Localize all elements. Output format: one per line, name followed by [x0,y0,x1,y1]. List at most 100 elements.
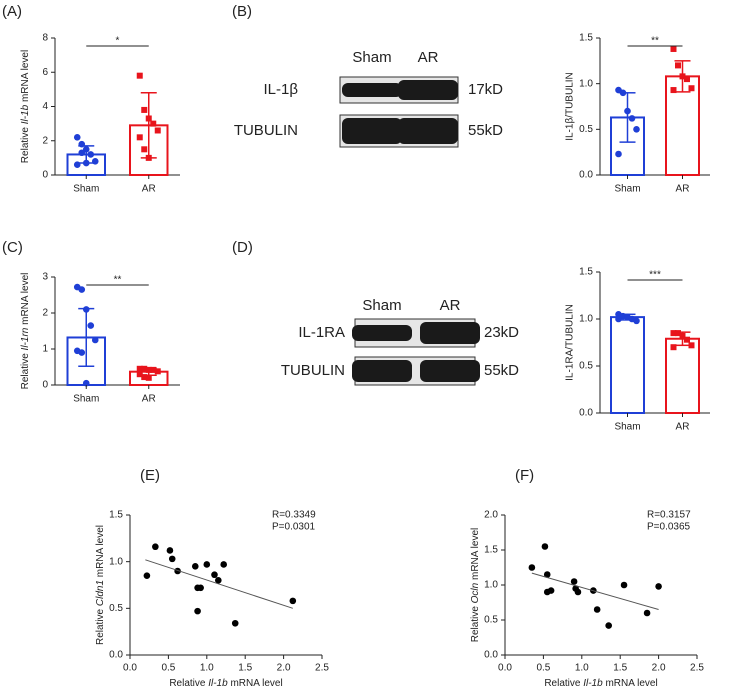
y-tick-label: 3 [42,272,48,283]
significance: * [116,36,120,47]
point [528,564,536,571]
y-tick-label: 1.5 [109,510,123,521]
point [624,107,631,115]
x-axis-label: Relative Il-1b mRNA level [169,678,282,689]
lane-label: Sham [362,297,401,314]
row-label: IL-1RA [298,324,345,341]
point [141,146,148,153]
point [679,332,686,339]
y-axis-label-part: Il-1rn [20,327,31,350]
y-axis-label: Relative Il-1rn mRNA level [20,273,31,390]
point [211,571,218,579]
x-tick-label: 1.5 [613,663,627,674]
point [688,342,695,349]
point [670,87,677,94]
point [145,154,152,161]
bar [610,316,645,414]
point [136,134,143,141]
y-tick-label: 0.0 [579,408,593,419]
y-tick-label: 1.5 [484,545,498,556]
point [154,127,161,134]
fit-line [531,572,659,610]
x-axis-label-part: Relative [169,678,208,689]
y-tick-label: 1.0 [579,78,593,89]
point [593,606,601,613]
y-axis-label-part: Relative [95,606,106,645]
point [688,85,695,92]
point [670,330,677,337]
point [136,365,143,372]
y-tick-label: 0.5 [579,124,593,135]
y-axis-label-part: Il-1b [20,104,31,124]
point [82,146,90,153]
x-tick-label: 1.0 [575,663,589,674]
size-label: 17kD [468,81,503,98]
point [633,317,640,325]
y-tick-label: 1.0 [579,314,593,325]
point [150,120,157,127]
point [78,149,86,157]
point [91,158,99,165]
significance: *** [649,270,661,281]
y-tick-label: 8 [42,33,48,44]
y-tick-label: 6 [42,67,48,78]
point [289,597,297,605]
y-tick-label: 0 [42,380,48,391]
y-axis-label: Relative Il-1b mRNA level [20,50,31,163]
point [620,581,628,589]
point [168,555,176,563]
y-axis-label: IL-1β/TUBULIN [565,72,576,141]
point [675,330,681,337]
point [145,374,152,381]
blot-band [398,80,458,100]
x-axis-label-part: Relative [544,678,583,689]
point [91,336,99,344]
y-tick-label: 0 [42,170,48,181]
y-axis-label-part: mRNA level [95,525,106,580]
point [73,161,81,169]
point [141,106,148,113]
y-tick-label: 1.0 [109,556,123,567]
point [670,45,677,52]
size-label: 23kD [484,324,519,341]
point [87,322,95,329]
point [166,547,174,554]
y-axis-label: Relative Cldn1 mRNA level [95,525,106,645]
y-tick-label: 2 [42,135,48,146]
y-axis-label-part: Relative [20,350,31,389]
y-axis-label: Relative Ocln mRNA level [470,528,481,642]
lane-label: AR [418,49,439,66]
y-axis-label-part: mRNA level [470,528,481,583]
significance: ** [651,36,659,47]
point [73,134,81,141]
x-tick-label: 1.5 [238,663,252,674]
y-tick-label: 1 [42,344,48,355]
blot-band [342,118,402,144]
point [215,577,222,584]
x-axis-label-part: Il-1b [208,678,228,689]
lane-label: Sham [352,49,391,66]
x-tick-label: Sham [614,422,640,433]
x-tick-label: AR [142,394,156,405]
point [605,622,612,629]
panel-label: (C) [2,239,23,256]
x-tick-label: AR [142,184,156,195]
annotation: P=0.0365 [647,522,691,533]
y-tick-label: 0.0 [109,650,123,661]
x-tick-label: 0.5 [536,663,550,674]
y-axis-label: IL-1RA/TUBULIN [565,304,576,381]
y-axis-label-part: Relative [20,124,31,163]
y-tick-label: 4 [42,101,48,112]
point [150,366,157,373]
panel-label: (B) [232,3,252,20]
point [82,159,90,167]
point [655,583,662,590]
y-axis-label-part: Cldn1 [95,580,106,606]
x-tick-label: 0.0 [498,663,512,674]
fit-line [145,559,293,609]
blot-band [420,360,480,382]
x-tick-label: 2.5 [690,663,704,674]
point [82,379,90,387]
point [619,89,627,97]
point [574,588,582,596]
